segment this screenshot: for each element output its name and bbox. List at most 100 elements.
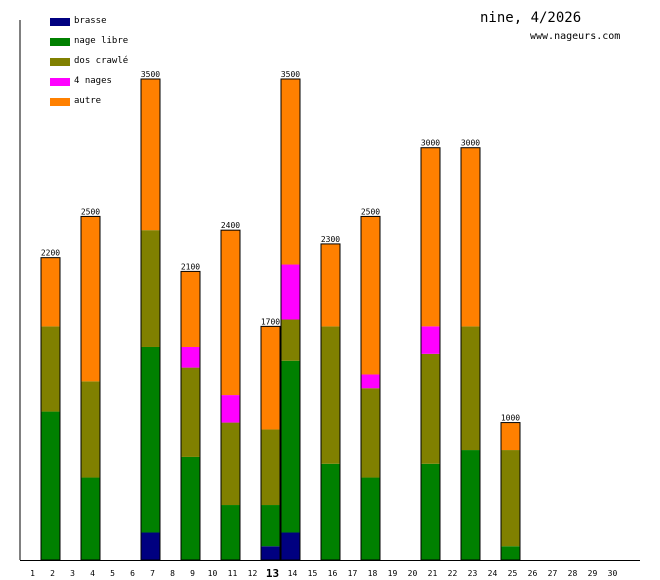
bar-segment-day-14-nage-libre (280, 360, 301, 533)
bar-segment-day-21-4-nages (420, 326, 441, 354)
x-tick-label-day-29: 29 (588, 569, 598, 578)
legend-label-brasse: brasse (74, 16, 107, 26)
bar-segment-day-16-dos-crawlé (320, 326, 341, 464)
x-tick-label-day-1: 1 (30, 569, 35, 578)
bar-segment-day-18-4-nages (360, 374, 381, 389)
bar-total-label-day-7: 3500 (141, 70, 160, 79)
bar-segment-day-14-autre (280, 79, 301, 265)
bar-total-label-day-23: 3000 (461, 139, 480, 148)
bar-segment-day-13-autre (260, 326, 281, 430)
bar-outline-day-4 (80, 215, 101, 561)
x-tick-label-day-16: 16 (328, 569, 338, 578)
x-tick-label-day-25: 25 (508, 569, 518, 578)
x-tick-label-day-5: 5 (110, 569, 115, 578)
x-tick-label-day-9: 9 (190, 569, 195, 578)
bar-segment-day-14-brasse (280, 532, 301, 560)
bar-segment-day-13-nage-libre (260, 505, 281, 547)
x-tick-label-day-4: 4 (90, 569, 95, 578)
legend-item-nage-libre: nage libre (50, 36, 190, 50)
bar-segment-day-9-4-nages (180, 346, 201, 368)
bar-segment-day-2-autre (40, 257, 61, 327)
bar-segment-day-25-nage-libre (500, 546, 521, 560)
bar-segment-day-9-dos-crawlé (180, 367, 201, 457)
bar-outline-day-7 (140, 78, 161, 561)
bar-segment-day-14-dos-crawlé (280, 319, 301, 361)
legend-label-4-nages: 4 nages (74, 76, 112, 86)
bar-outline-day-14 (280, 78, 301, 561)
bar-outline-day-25 (500, 422, 521, 561)
legend-item-autre: autre (50, 96, 190, 110)
x-tick-label-day-23: 23 (468, 569, 478, 578)
bar-segment-day-7-brasse (140, 532, 161, 560)
bar-outline-day-13 (260, 325, 281, 561)
bar-segment-day-23-autre (460, 147, 481, 327)
bar-segment-day-25-dos-crawlé (500, 450, 521, 547)
bar-segment-day-21-autre (420, 147, 441, 327)
bar-segment-day-11-nage-libre (220, 505, 241, 560)
x-tick-label-day-20: 20 (408, 569, 418, 578)
x-tick-label-day-21: 21 (428, 569, 438, 578)
bar-total-label-day-9: 2100 (181, 262, 200, 271)
bar-total-label-day-4: 2500 (81, 207, 100, 216)
legend-swatch-dos-crawle (50, 58, 70, 66)
bar-segment-day-21-dos-crawlé (420, 353, 441, 464)
bar-total-label-day-21: 3000 (421, 139, 440, 148)
legend-swatch-nage-libre (50, 38, 70, 46)
bar-segment-day-11-dos-crawlé (220, 422, 241, 506)
bar-segment-day-13-brasse (260, 546, 281, 560)
bar-segment-day-4-autre (80, 216, 101, 382)
bar-segment-day-13-dos-crawlé (260, 429, 281, 506)
x-tick-label-day-3: 3 (70, 569, 75, 578)
bar-segment-day-16-autre (320, 243, 341, 327)
bar-segment-day-14-4-nages (280, 264, 301, 320)
bar-segment-day-18-nage-libre (360, 477, 381, 560)
x-tick-label-day-19: 19 (388, 569, 398, 578)
x-tick-label-day-8: 8 (170, 569, 175, 578)
bar-segment-day-25-autre (500, 422, 521, 451)
bar-outline-day-16 (320, 243, 341, 561)
bar-outline-day-23 (460, 147, 481, 561)
bar-total-label-day-18: 2500 (361, 207, 380, 216)
x-tick-label-day-22: 22 (448, 569, 458, 578)
bar-total-label-day-2: 2200 (41, 249, 60, 258)
x-tick-label-day-28: 28 (568, 569, 578, 578)
x-tick-label-day-24: 24 (488, 569, 498, 578)
bar-total-label-day-11: 2400 (221, 221, 240, 230)
legend-swatch-4-nages (50, 78, 70, 86)
bar-total-label-day-14: 3500 (281, 70, 300, 79)
legend-item-brasse: brasse (50, 16, 190, 30)
legend-label-nage-libre: nage libre (74, 36, 129, 46)
legend-swatch-autre (50, 98, 70, 106)
bar-segment-day-11-autre (220, 230, 241, 396)
bar-total-label-day-16: 2300 (321, 235, 340, 244)
site-link[interactable]: www.nageurs.com (530, 31, 621, 42)
x-tick-label-day-13: 13 (266, 567, 279, 580)
bar-segment-day-7-autre (140, 79, 161, 231)
bar-segment-day-23-nage-libre (460, 450, 481, 560)
bar-segment-day-4-nage-libre (80, 477, 101, 560)
bar-outline-day-21 (420, 147, 441, 561)
x-tick-label-day-11: 11 (228, 569, 238, 578)
legend-item-4-nages: 4 nages (50, 76, 190, 90)
bar-segment-day-11-4-nages (220, 395, 241, 423)
bar-outline-day-11 (220, 229, 241, 561)
x-tick-label-day-30: 30 (608, 569, 618, 578)
x-tick-label-day-12: 12 (248, 569, 258, 578)
legend-label-autre: autre (74, 96, 102, 106)
bar-segment-day-18-dos-crawlé (360, 388, 381, 478)
bar-segment-day-21-nage-libre (420, 463, 441, 560)
bar-outline-day-18 (360, 215, 381, 561)
bar-segment-day-4-dos-crawlé (80, 381, 101, 478)
bar-outline-day-9 (180, 270, 201, 561)
bar-total-label-day-25: 1000 (501, 414, 520, 423)
x-tick-label-day-14: 14 (288, 569, 298, 578)
x-tick-label-day-10: 10 (208, 569, 218, 578)
x-tick-label-day-6: 6 (130, 569, 135, 578)
x-tick-label-day-17: 17 (348, 569, 358, 578)
bar-segment-day-18-autre (360, 216, 381, 375)
x-tick-label-day-27: 27 (548, 569, 558, 578)
bar-segment-day-16-nage-libre (320, 463, 341, 560)
x-tick-label-day-7: 7 (150, 569, 155, 578)
bar-segment-day-7-nage-libre (140, 346, 161, 533)
